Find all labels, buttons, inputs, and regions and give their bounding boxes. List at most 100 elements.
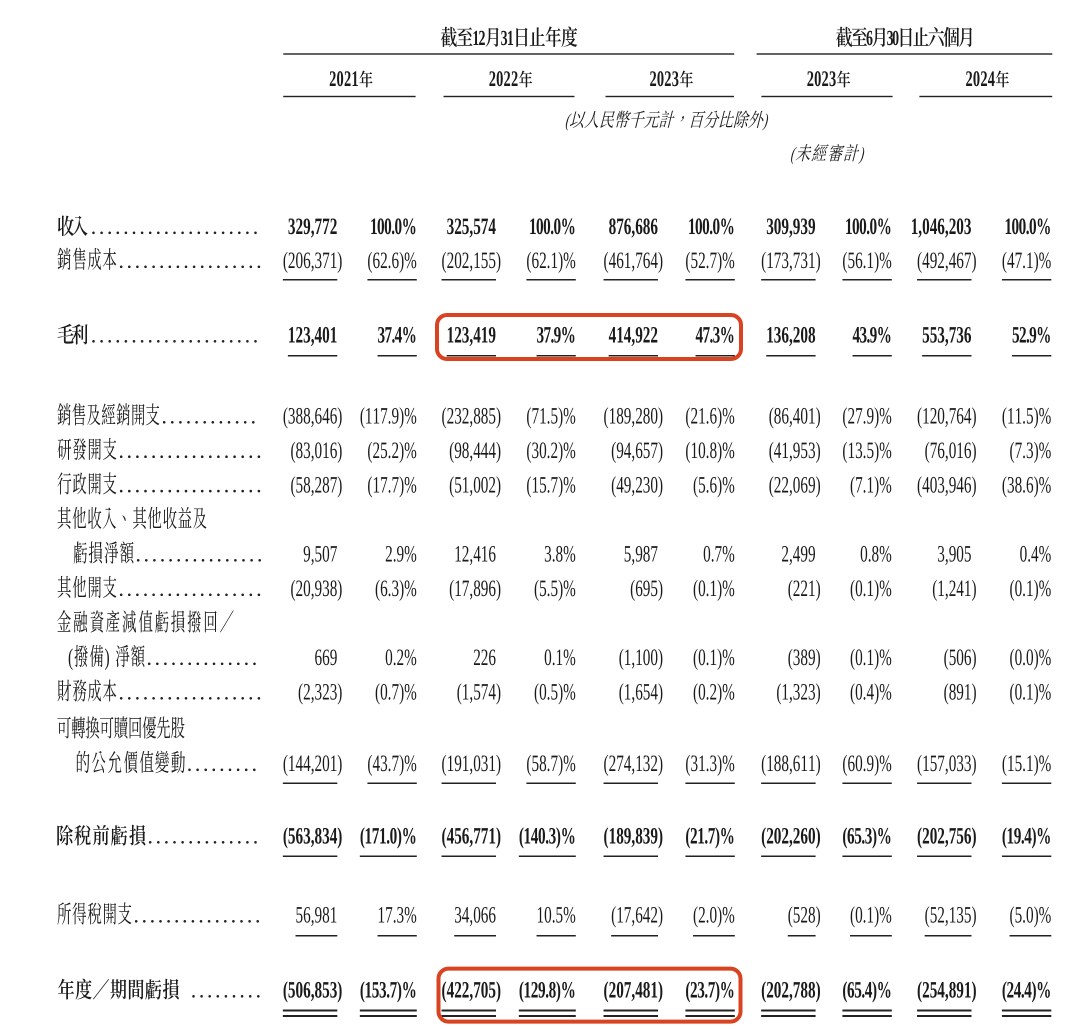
svg-text:3.8%: 3.8% [544,542,576,568]
svg-text:(2,323): (2,323) [298,680,342,706]
svg-text:(17,642): (17,642) [611,903,663,929]
svg-text:(274,132): (274,132) [604,751,664,777]
svg-text:(891): (891) [944,680,977,706]
svg-text:100.0%: 100.0% [688,214,735,240]
svg-text:(0.7)%: (0.7)% [375,680,417,706]
svg-text:37.9%: 37.9% [537,323,576,349]
svg-text:2023: 2023 [807,66,837,91]
svg-text:(202,260): (202,260) [761,824,821,850]
svg-text:(62.6)%: (62.6)% [367,248,417,274]
svg-text:(422,705): (422,705) [442,978,502,1004]
svg-text:(189,280): (189,280) [604,404,664,430]
svg-text:收入: 收入 [57,214,88,239]
svg-text:136,208: 136,208 [766,323,816,349]
svg-text:(0.0)%: (0.0)% [1010,645,1052,671]
svg-text:(5.0)%: (5.0)% [1010,903,1052,929]
svg-text:(86,401): (86,401) [769,404,821,430]
svg-text:0.1%: 0.1% [544,645,576,671]
svg-text:(15.7)%: (15.7)% [526,472,576,498]
svg-text:(1,100): (1,100) [619,645,663,671]
svg-text:34,066: 34,066 [454,903,496,929]
svg-text:(0.1)%: (0.1)% [850,645,892,671]
svg-text:除稅前虧損: 除稅前虧損 [56,824,146,849]
svg-text:2022: 2022 [489,66,519,91]
svg-text:43.9%: 43.9% [853,323,892,349]
svg-text:0.8%: 0.8% [860,542,892,568]
svg-text:年: 年 [359,66,373,92]
svg-text:(17.7)%: (17.7)% [367,472,417,498]
svg-text:2021: 2021 [329,66,359,91]
svg-text:(7.1)%: (7.1)% [850,472,892,498]
svg-text:(51,002): (51,002) [449,472,501,498]
svg-text:(23.7)%: (23.7)% [685,978,734,1004]
svg-text:(6.3)%: (6.3)% [375,576,417,602]
svg-text:(1,323): (1,323) [776,680,820,706]
svg-text:(207,481): (207,481) [604,978,664,1004]
svg-text:(461,764): (461,764) [604,248,664,274]
svg-text:(43.7)%: (43.7)% [367,751,417,777]
svg-text:(1,241): (1,241) [932,576,976,602]
svg-text:(157,033): (157,033) [917,751,977,777]
svg-text:0.4%: 0.4% [1020,542,1052,568]
svg-text:(17,896): (17,896) [449,576,501,602]
svg-text:(140.3)%: (140.3)% [519,824,576,850]
svg-text:52.9%: 52.9% [1012,323,1051,349]
svg-text:(202,756): (202,756) [917,824,977,850]
svg-text:(189,839): (189,839) [604,824,664,850]
svg-text:其他收入、其他收益及: 其他收入、其他收益及 [57,506,207,533]
svg-text:研發開支: 研發開支 [57,438,118,464]
svg-text:(52.7)%: (52.7)% [685,248,735,274]
svg-text:(5.6)%: (5.6)% [693,472,735,498]
svg-text:(58,287): (58,287) [290,472,342,498]
svg-text:(202,155): (202,155) [442,248,502,274]
svg-text:(98,444): (98,444) [449,438,501,464]
svg-text:2,499: 2,499 [781,542,815,568]
svg-text:(58.7)%: (58.7)% [526,751,576,777]
svg-text:(31.3)%: (31.3)% [685,751,735,777]
svg-text:(21.7)%: (21.7)% [685,824,734,850]
svg-text:可轉換可贖回優先股: 可轉換可贖回優先股 [57,716,186,743]
svg-text:的公允價值變動: 的公允價值變動 [76,749,186,777]
svg-text:(65.3)%: (65.3)% [842,824,891,850]
svg-text:(0.4)%: (0.4)% [850,680,892,706]
svg-text:(0.5)%: (0.5)% [534,680,576,706]
svg-text:(492,467): (492,467) [917,248,977,274]
svg-text:309,939: 309,939 [766,214,816,240]
svg-text:0.7%: 0.7% [703,542,735,568]
svg-text:(7.3)%: (7.3)% [1010,438,1052,464]
svg-text:2.9%: 2.9% [385,542,417,568]
svg-text:3,905: 3,905 [937,542,972,568]
svg-text:100.0%: 100.0% [1004,214,1051,240]
svg-text:47.3%: 47.3% [696,323,735,349]
svg-text:(21.6)%: (21.6)% [685,404,735,430]
svg-text:(2.0)%: (2.0)% [693,903,735,929]
svg-text:(11.5)%: (11.5)% [1002,404,1052,430]
svg-text:(52,135): (52,135) [925,903,977,929]
svg-text:(41,953): (41,953) [769,438,821,464]
svg-text:截至6月30日止六個月: 截至6月30日止六個月 [836,26,975,50]
svg-text:123,401: 123,401 [288,323,337,349]
svg-text:金融資產減值虧損撥回／: 金融資產減值虧損撥回／ [57,610,234,637]
svg-text:(83,016): (83,016) [290,438,342,464]
svg-text:(49,230): (49,230) [611,472,663,498]
svg-text:年: 年 [996,66,1010,92]
svg-text:(76,016): (76,016) [925,438,977,464]
svg-text:553,736: 553,736 [922,323,972,349]
svg-text:(10.8)%: (10.8)% [685,438,735,464]
svg-text:(221): (221) [788,576,821,602]
svg-text:(528): (528) [788,903,821,929]
svg-text:(388,646): (388,646) [283,404,343,430]
svg-text:414,922: 414,922 [609,323,658,349]
svg-text:(254,891): (254,891) [917,978,977,1004]
svg-text:(403,946): (403,946) [917,472,977,498]
svg-text:(5.5)%: (5.5)% [534,576,576,602]
svg-text:1,046,203: 1,046,203 [911,214,972,240]
svg-text:2024: 2024 [966,66,996,91]
svg-text:(129.8)%: (129.8)% [519,978,576,1004]
svg-text:(24.4)%: (24.4)% [1002,978,1051,1004]
svg-text:(撥備) 淨額: (撥備) 淨額 [68,644,145,671]
svg-text:5,987: 5,987 [624,542,659,568]
svg-text:(56.1)%: (56.1)% [842,248,892,274]
svg-text:(0.1)%: (0.1)% [1010,576,1052,602]
svg-text:10.5%: 10.5% [537,903,577,929]
